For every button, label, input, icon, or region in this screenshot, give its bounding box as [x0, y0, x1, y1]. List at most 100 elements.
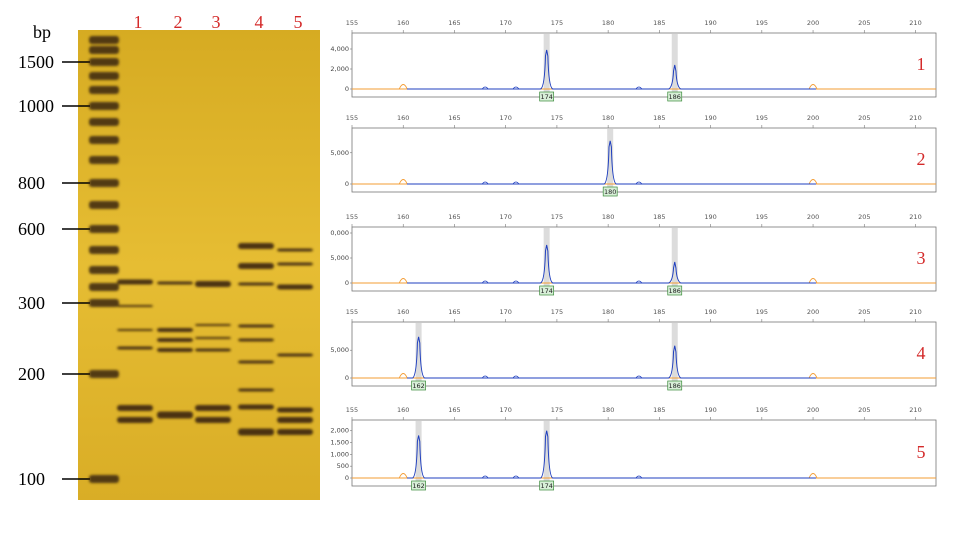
x-tick-label: 165 — [448, 114, 460, 122]
trace-line — [407, 140, 816, 185]
gel-band — [277, 429, 313, 435]
x-tick-label: 190 — [704, 19, 716, 27]
allele-bin — [671, 323, 678, 385]
y-tick-label: 1,000 — [330, 450, 349, 458]
x-tick-label: 200 — [807, 19, 819, 27]
gel-band — [195, 337, 231, 339]
allele-bin — [671, 228, 678, 290]
peak-tag: 186 — [669, 287, 681, 295]
bp-unit-label: bp — [33, 22, 51, 42]
gel-band — [238, 263, 274, 269]
ladder-label-300: 300 — [18, 293, 45, 313]
ladder-band — [89, 36, 119, 44]
gel-band — [195, 417, 231, 423]
x-tick-label: 185 — [653, 114, 665, 122]
peak-tag-box — [602, 186, 618, 197]
epg-panel-2: 155 160 165 170 175 180 185 190 195 200 205 210 5,00… — [330, 114, 937, 197]
x-tick-label: 185 — [653, 19, 665, 27]
x-tick-label: 200 — [807, 406, 819, 414]
y-tick-label: 0 — [345, 279, 349, 287]
x-tick-label: 205 — [858, 308, 870, 316]
trace-noise — [481, 280, 489, 284]
plot-frame — [351, 321, 937, 387]
x-tick-label: 155 — [346, 114, 358, 122]
x-tick-label: 175 — [551, 19, 563, 27]
gel-band — [238, 338, 274, 342]
gel-band — [117, 346, 153, 350]
size-standard-peak — [398, 179, 408, 185]
allele-bin — [415, 323, 422, 385]
trace-noise — [512, 280, 520, 284]
x-tick-label: 200 — [807, 114, 819, 122]
epg-panel-3: 155 160 165 170 175 180 185 190 195 200 205 210 10,0… — [326, 213, 937, 296]
ladder-band — [89, 283, 119, 291]
gel-band — [157, 328, 193, 332]
gel-band — [238, 428, 274, 436]
gel-band — [117, 329, 153, 331]
allele-bin — [543, 228, 550, 290]
x-tick-label: 160 — [397, 406, 409, 414]
ladder-band — [89, 225, 119, 233]
x-tick-label: 160 — [397, 213, 409, 221]
x-tick-label: 180 — [602, 114, 614, 122]
x-tick-label: 185 — [653, 213, 665, 221]
y-tick-label: 0 — [345, 85, 349, 93]
x-tick-label: 195 — [756, 19, 768, 27]
electropherogram-svg: 155 160 165 170 175 180 185 190 195 200 205 2104,00… — [326, 19, 937, 491]
gel-band — [238, 388, 274, 392]
x-tick-label: 170 — [499, 308, 511, 316]
y-tick-label: 0 — [345, 180, 349, 188]
epg-panel-4: 155 160 165 170 175 180 185 190 195 200 205 210 5,00… — [330, 308, 937, 391]
gel-band — [195, 324, 231, 326]
gel-band — [238, 324, 274, 328]
y-tick-label: 500 — [337, 462, 349, 470]
plot-frame — [351, 32, 937, 98]
gel-band — [157, 338, 193, 342]
x-tick-label: 155 — [346, 19, 358, 27]
x-tick-label: 195 — [756, 114, 768, 122]
x-tick-label: 180 — [602, 308, 614, 316]
trace-noise — [481, 181, 489, 185]
x-tick-label: 160 — [397, 19, 409, 27]
gel-band — [117, 405, 153, 411]
trace-noise — [481, 86, 489, 90]
gel-band — [195, 281, 231, 287]
peak-tag-box — [539, 91, 555, 102]
epg-panel-1: 155 160 165 170 175 180 185 190 195 200 205 210 4,00… — [330, 19, 937, 102]
peak-tag-box — [667, 380, 683, 391]
x-tick-label: 170 — [499, 213, 511, 221]
gel-band — [277, 284, 313, 290]
x-tick-label: 185 — [653, 308, 665, 316]
trace-noise — [635, 475, 643, 479]
x-tick-label: 165 — [448, 213, 460, 221]
y-tick-label: 5,000 — [330, 149, 349, 157]
x-tick-label: 190 — [704, 213, 716, 221]
ladder-band — [89, 475, 119, 483]
size-standard-peak — [398, 84, 408, 90]
ladder-band — [89, 246, 119, 254]
ladder-band — [89, 102, 119, 110]
ladder-label-1500: 1500 — [18, 52, 54, 72]
x-tick-label: 170 — [499, 406, 511, 414]
x-tick-label: 195 — [756, 213, 768, 221]
x-tick-label: 205 — [858, 19, 870, 27]
y-tick-label: 5,000 — [330, 346, 349, 354]
x-tick-label: 155 — [346, 406, 358, 414]
x-tick-label: 160 — [397, 308, 409, 316]
ladder-band — [89, 266, 119, 274]
gel-svg: bp 1500 1000 800 600 300 200 100 1 2 3 4 5 — [18, 12, 320, 500]
size-standard-peak — [808, 373, 818, 379]
trace-noise — [635, 280, 643, 284]
x-tick-label: 210 — [909, 406, 921, 414]
lane-label-3: 3 — [212, 12, 221, 32]
gel-band — [277, 262, 313, 266]
gel-band — [238, 360, 274, 364]
ladder-band — [89, 201, 119, 209]
trace-noise — [635, 375, 643, 379]
trace-noise — [635, 86, 643, 90]
gel-band — [277, 353, 313, 357]
x-tick-label: 175 — [551, 114, 563, 122]
gel-band — [277, 407, 313, 413]
gel-image: bp 1500 1000 800 600 300 200 100 1 2 3 4 5 — [0, 0, 330, 534]
ladder-band — [89, 72, 119, 80]
